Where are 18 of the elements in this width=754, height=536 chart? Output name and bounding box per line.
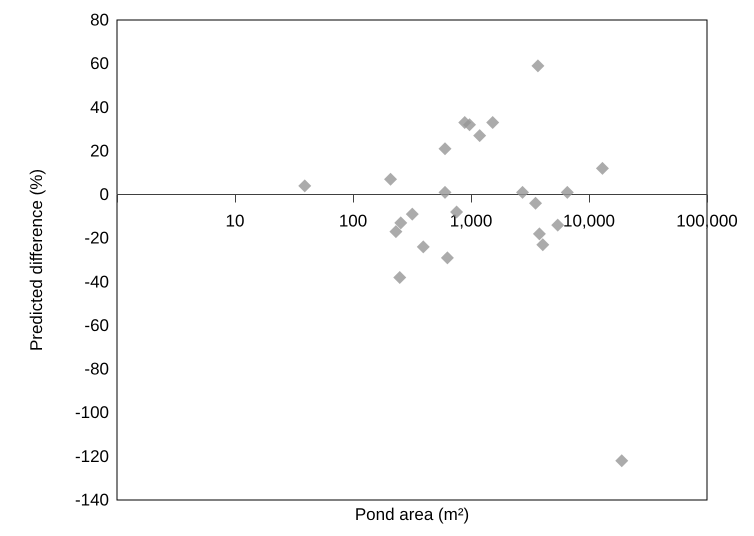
x-tick-label: 10,000 bbox=[563, 212, 615, 231]
x-tick-label: 1,000 bbox=[450, 212, 492, 231]
y-tick-label: -100 bbox=[74, 403, 109, 422]
y-tick-label: -140 bbox=[74, 490, 109, 510]
y-tick-label: -60 bbox=[84, 316, 109, 335]
x-axis-title: Pond area (m²) bbox=[354, 505, 470, 524]
y-tick-label: 0 bbox=[100, 185, 109, 204]
y-tick-label: 20 bbox=[90, 141, 109, 160]
y-tick-label: -80 bbox=[84, 360, 109, 379]
y-tick-label: -40 bbox=[84, 272, 109, 292]
y-tick-label: -120 bbox=[74, 446, 109, 466]
y-tick-label: -20 bbox=[84, 228, 109, 248]
y-axis-title: Predicted difference (%) bbox=[27, 168, 46, 352]
y-tick-label: 40 bbox=[90, 98, 109, 117]
y-tick-label: 80 bbox=[90, 10, 109, 30]
x-tick-label: 10 bbox=[226, 212, 244, 231]
x-tick-label: 100 bbox=[338, 212, 368, 231]
y-tick-label: 60 bbox=[90, 54, 109, 74]
